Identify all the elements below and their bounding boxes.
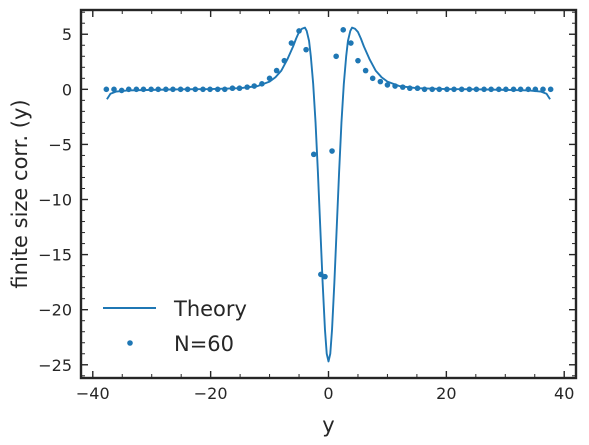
n60-point [458,86,465,93]
n60-point [318,271,324,278]
n60-point [177,86,184,93]
n60-point [296,28,302,34]
n60-point [229,85,236,92]
n60-point [547,86,554,93]
n60-point [510,86,517,93]
n60-point [133,86,140,93]
n60-point [369,75,376,82]
n60-point [340,27,347,33]
n60-point [451,86,457,93]
n60-point [488,86,494,93]
legend-label-theory: Theory [173,297,247,321]
n60-point [362,67,369,74]
n60-point [192,86,199,93]
n60-point [214,86,221,93]
n60-point [481,86,487,93]
plot-frame [79,8,578,380]
n60-point [532,86,539,93]
n60-point [429,86,436,93]
n60-point [329,148,335,154]
y-tick-label: −10 [38,191,72,210]
n60-point [473,86,480,93]
n60-point [236,85,243,92]
series-layer [103,26,554,363]
n60-point [221,86,228,93]
n60-point [333,53,339,60]
n60-point [103,86,110,93]
n60-point [310,151,317,158]
n60-point [140,86,147,93]
n60-point [281,57,288,64]
x-tick-label: −20 [194,384,228,403]
n60-point [170,86,176,93]
n60-point [200,86,206,93]
n60-point [148,86,154,93]
n60-point [111,86,117,93]
x-axis-label: y [322,413,334,437]
n60-point [207,86,213,93]
n60-point [348,40,354,46]
n60-point [377,78,384,85]
n60-point [118,87,125,94]
n60-point [125,86,132,93]
x-tick-label: 40 [554,384,574,403]
y-tick-label: −5 [48,135,72,154]
n60-point [444,86,450,93]
y-axis-label: finite size corr. (y) [8,99,32,288]
n60-point [288,40,295,46]
n60-point [414,85,421,92]
n60-point [517,86,524,93]
n60-point [399,84,406,90]
n60-point [392,83,398,89]
y-tick-label: −15 [38,246,72,265]
n60-point [303,46,309,53]
x-tick-label: 20 [436,384,456,403]
y-tick-label: 0 [62,80,72,99]
y-tick-label: −25 [38,356,72,375]
n60-point [266,75,273,82]
n60-point [503,86,509,93]
n60-point [322,273,328,280]
n60-point [436,86,443,93]
n60-point [540,86,546,93]
n60-point [355,57,361,64]
n60-point [184,86,191,93]
tick-labels: −40 −20 0 20 40 5 0 −5 −10 −15 −20 −25 [38,25,574,403]
y-tick-label: 5 [62,25,72,44]
n60-point [496,86,502,93]
n60-point [251,83,258,89]
plot-area [81,10,576,378]
legend-label-n60: N=60 [174,332,234,356]
n60-point [273,67,280,74]
y-tick-label: −20 [38,301,72,320]
legend: Theory N=60 [103,297,247,356]
x-tick-label: −40 [76,384,110,403]
x-tick-label: 0 [323,384,333,403]
n60-point [466,86,473,93]
n60-point [155,86,161,93]
n60-point [384,82,391,88]
n60-point [525,86,532,93]
n60-point [163,86,169,93]
legend-dot-swatch [127,340,133,346]
n60-point [421,86,428,93]
n60-point [407,85,413,92]
n60-point [259,81,265,87]
n60-point [244,84,250,90]
